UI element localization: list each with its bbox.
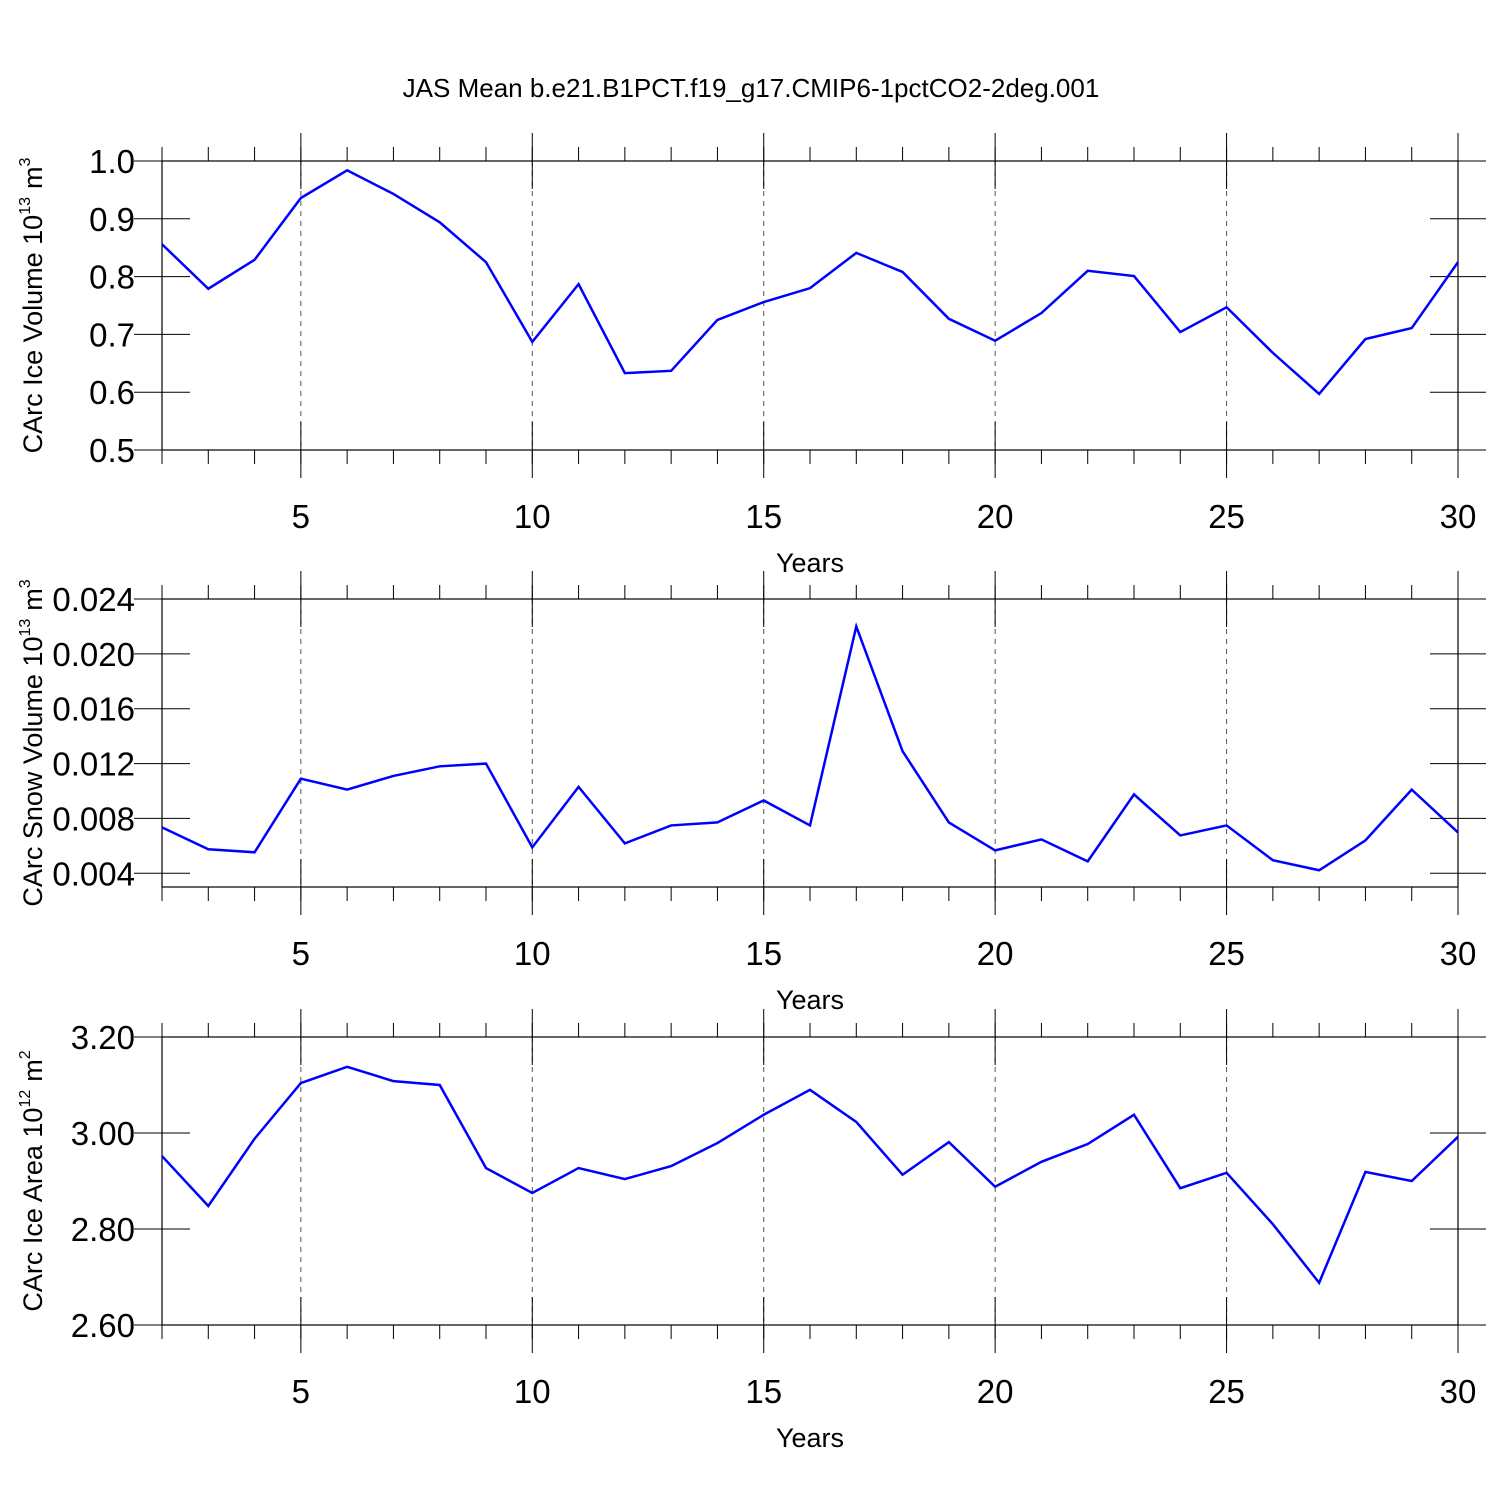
- y-axis-label-text: CArc Ice Volume 10: [18, 215, 48, 454]
- data-line: [161, 622, 1459, 872]
- y-axis-label-unit: m: [18, 1059, 48, 1082]
- y-axis-label-exp: 13: [17, 619, 34, 637]
- y-axis-label-unit: m: [18, 166, 48, 189]
- x-tick-label: 5: [292, 935, 310, 972]
- y-tick-label: 0.7: [89, 316, 135, 353]
- y-axis-label-exp: 12: [17, 1090, 34, 1108]
- y-tick-label: 0.8: [89, 259, 135, 296]
- chart-title: JAS Mean b.e21.B1PCT.f19_g17.CMIP6-1pctC…: [403, 73, 1100, 103]
- x-axis-label: Years: [776, 985, 844, 1015]
- x-tick-label: 25: [1208, 498, 1245, 535]
- x-tick-label: 20: [977, 935, 1014, 972]
- y-axis-label: CArc Ice Area 1012 m2: [17, 1050, 48, 1311]
- y-axis-label-unit-exp: 2: [17, 1050, 34, 1059]
- y-axis-label-text: CArc Ice Area 10: [18, 1108, 48, 1312]
- y-tick-label: 0.020: [52, 636, 135, 673]
- x-tick-label: 30: [1440, 1373, 1477, 1410]
- x-tick-label: 30: [1440, 935, 1477, 972]
- y-axis-label-unit: m: [18, 588, 48, 611]
- y-axis-label-exp: 13: [17, 197, 34, 215]
- y-tick-label: 0.012: [52, 746, 135, 783]
- y-tick-label: 0.5: [89, 432, 135, 469]
- y-axis-label-unit-exp: 3: [17, 157, 34, 166]
- x-tick-label: 30: [1440, 498, 1477, 535]
- x-tick-label: 25: [1208, 935, 1245, 972]
- y-tick-label: 0.008: [52, 800, 135, 837]
- x-tick-label: 25: [1208, 1373, 1245, 1410]
- y-axis-label: CArc Snow Volume 1013 m3: [17, 579, 48, 906]
- y-tick-label: 1.0: [89, 143, 135, 180]
- y-axis-label: CArc Ice Volume 1013 m3: [17, 157, 48, 453]
- y-tick-label: 0.9: [89, 201, 135, 238]
- y-tick-label: 3.20: [71, 1019, 135, 1056]
- x-tick-label: 20: [977, 498, 1014, 535]
- y-tick-label: 3.00: [71, 1115, 135, 1152]
- data-line: [161, 1065, 1459, 1286]
- y-tick-label: 2.80: [71, 1211, 135, 1248]
- y-tick-label: 0.004: [52, 855, 135, 892]
- plot-frame: [161, 1036, 1459, 1326]
- y-tick-label: 0.6: [89, 374, 135, 411]
- y-tick-label: 2.60: [71, 1307, 135, 1344]
- x-tick-label: 20: [977, 1373, 1014, 1410]
- x-tick-label: 15: [745, 498, 782, 535]
- plot-frame: [161, 160, 1459, 451]
- y-tick-label: 0.024: [52, 581, 135, 618]
- plot-frame: [161, 598, 1459, 888]
- y-axis-label-text: CArc Snow Volume 10: [18, 637, 48, 907]
- y-axis-label-unit-exp: 3: [17, 579, 34, 588]
- x-tick-label: 5: [292, 1373, 310, 1410]
- x-axis-label: Years: [776, 1423, 844, 1453]
- x-tick-label: 15: [745, 1373, 782, 1410]
- x-tick-label: 10: [514, 498, 551, 535]
- x-tick-label: 10: [514, 1373, 551, 1410]
- x-tick-label: 5: [292, 498, 310, 535]
- x-axis-label: Years: [776, 548, 844, 578]
- x-tick-label: 10: [514, 935, 551, 972]
- y-tick-label: 0.016: [52, 691, 135, 728]
- data-line: [161, 168, 1460, 396]
- x-tick-label: 15: [745, 935, 782, 972]
